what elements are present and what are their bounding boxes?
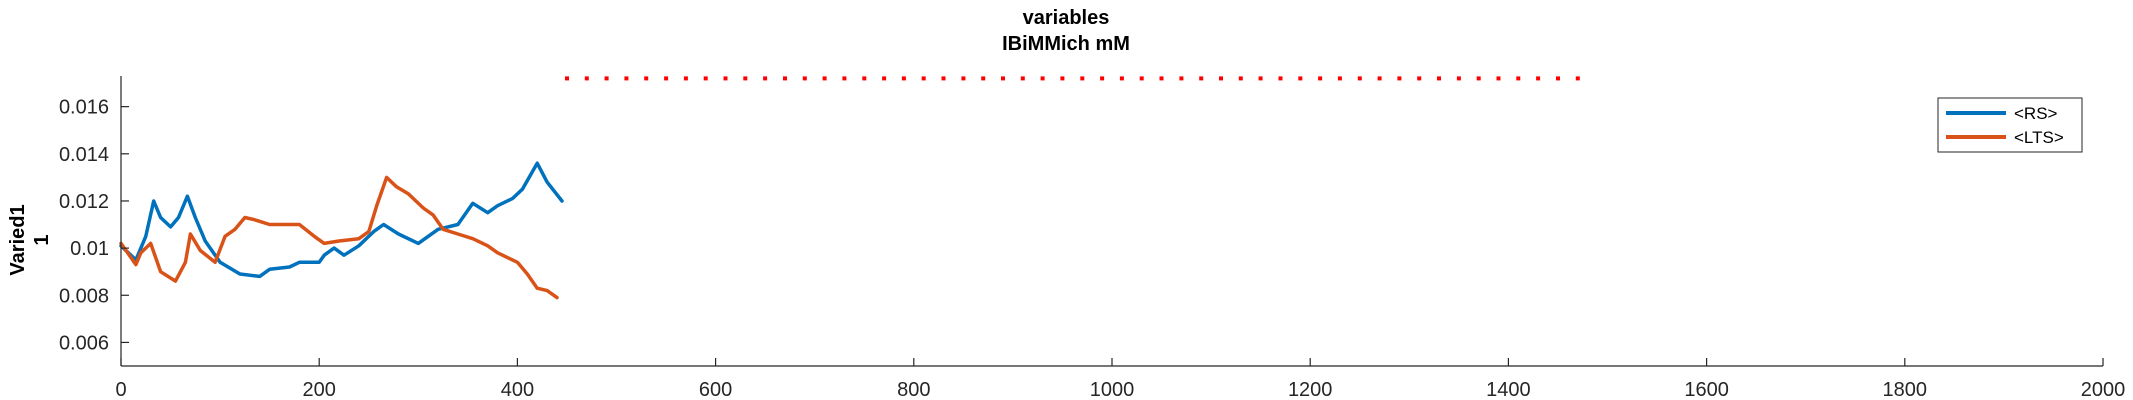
stimulus-marker [604, 76, 609, 81]
stimulus-marker [1100, 76, 1105, 81]
stimulus-marker [1040, 76, 1045, 81]
stimulus-marker [703, 76, 708, 81]
stimulus-marker [1258, 76, 1263, 81]
stimulus-marker [802, 76, 807, 81]
stimulus-marker [1001, 76, 1005, 81]
stimulus-marker [901, 76, 906, 81]
stimulus-marker [1199, 76, 1204, 81]
stimulus-marker [1219, 76, 1223, 81]
legend-box [1937, 97, 2083, 153]
stimulus-marker [1516, 76, 1521, 81]
stimulus-marker [921, 76, 926, 81]
y-tick-label: 0.01 [70, 238, 109, 260]
stimulus-marker [1119, 76, 1124, 81]
stimulus-marker [1159, 76, 1164, 81]
stimulus-marker [862, 76, 867, 81]
stimulus-marker [1397, 76, 1402, 81]
x-tick-label: 0 [115, 379, 126, 400]
stimulus-marker [664, 76, 669, 81]
stimulus-marker [981, 76, 986, 81]
stimulus-marker [842, 76, 847, 81]
y-tick-label: 0.016 [59, 97, 109, 119]
stimulus-marker [1298, 76, 1303, 81]
stimulus-marker [1278, 76, 1283, 81]
series-line-rs [119, 161, 564, 279]
y-tick-label: 0.006 [59, 332, 109, 354]
stimulus-marker [822, 76, 827, 81]
stimulus-marker [1456, 76, 1461, 81]
stimulus-marker [743, 76, 748, 81]
stimulus-marker [1238, 76, 1243, 81]
axes: 0 200 400 600 800 1000 1200 1400 1600 1800 2000 0.0… [59, 76, 2125, 400]
stimulus-marker [1080, 76, 1085, 81]
stimulus-marker [1575, 76, 1580, 81]
y-axis-label-line-2: 1 [31, 234, 53, 245]
stimulus-marker [1417, 76, 1422, 81]
plot-area: 0 200 400 600 800 1000 1200 1400 1600 1800 2000 0.0… [59, 76, 2125, 400]
stimulus-marker [723, 76, 728, 81]
x-tick-label: 1600 [1684, 379, 1729, 400]
y-axis-label: Varied1 1 [7, 204, 53, 275]
y-tick-label: 0.012 [59, 191, 109, 213]
stimulus-marker [763, 76, 768, 81]
x-tick-label: 1400 [1486, 379, 1531, 400]
stimulus-marker [683, 76, 688, 81]
stimulus-marker [644, 76, 649, 81]
legend-label-rs: <RS> [2014, 104, 2058, 123]
y-axis-label-line-1: Varied1 [7, 204, 29, 275]
stimulus-markers [565, 76, 1580, 81]
x-tick-label: 1200 [1288, 379, 1333, 400]
stimulus-marker [1337, 76, 1342, 81]
stimulus-marker [1496, 76, 1501, 81]
x-tick-label: 1000 [1090, 379, 1135, 400]
stimulus-marker [1536, 76, 1541, 81]
stimulus-marker [624, 76, 629, 81]
stimulus-marker [1179, 76, 1184, 81]
legend-label-lts: <LTS> [2014, 128, 2064, 147]
stimulus-marker [1139, 76, 1144, 81]
stimulus-marker [1556, 76, 1560, 81]
chart-subtitle: IBiMMich mM [1002, 33, 1130, 55]
x-tick-label: 400 [501, 379, 534, 400]
x-tick-label: 800 [897, 379, 930, 400]
stimulus-marker [1060, 76, 1065, 81]
stimulus-marker [1476, 76, 1481, 81]
y-tick-label: 0.014 [59, 144, 109, 166]
stimulus-marker [783, 76, 787, 81]
x-tick-label: 1800 [1883, 379, 1928, 400]
legend: <RS> <LTS> [1937, 97, 2083, 153]
x-tick-label: 600 [699, 379, 732, 400]
x-tick-label: 2000 [2081, 379, 2126, 400]
stimulus-marker [1357, 76, 1362, 81]
y-tick-label: 0.008 [59, 285, 109, 307]
stimulus-marker [1437, 76, 1441, 81]
stimulus-marker [1020, 76, 1025, 81]
stimulus-marker [961, 76, 966, 81]
series-layer [119, 161, 564, 300]
chart-title: variables [1023, 7, 1110, 29]
stimulus-marker [1318, 76, 1323, 81]
stimulus-marker [882, 76, 887, 81]
stimulus-marker [941, 76, 946, 81]
stimulus-marker [1377, 76, 1382, 81]
stimulus-marker [565, 76, 569, 81]
x-tick-label: 200 [303, 379, 336, 400]
stimulus-marker [584, 76, 589, 81]
series-line-lts [119, 175, 559, 300]
